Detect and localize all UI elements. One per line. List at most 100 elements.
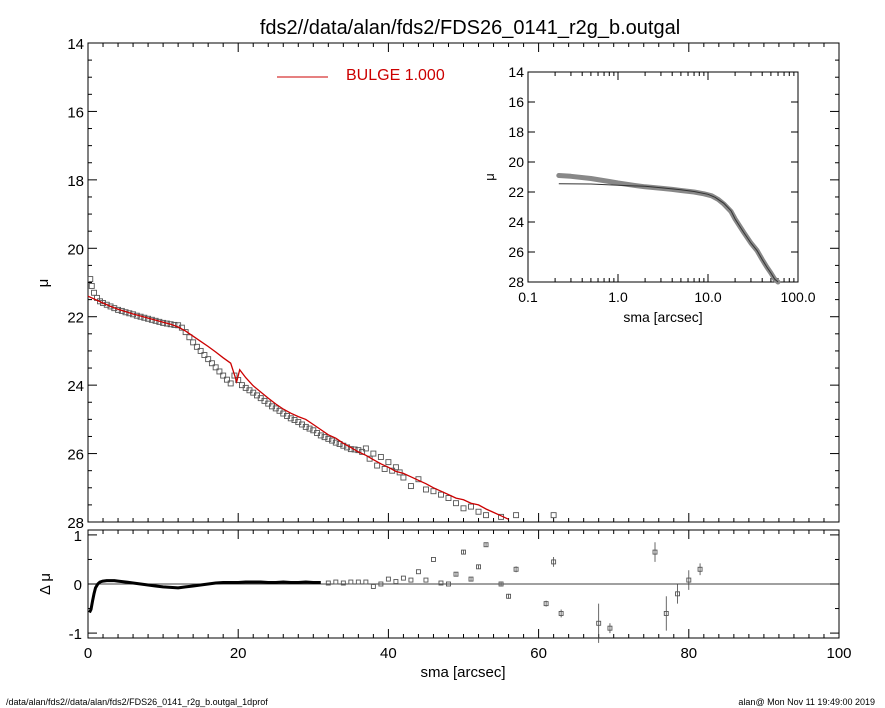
inset-x-axis: 0.1 1.0 10.0 100.0	[518, 72, 816, 305]
main-data-point	[227, 380, 234, 387]
residual-x-axis-label: sma [arcsec]	[420, 664, 505, 681]
main-data-point	[400, 474, 407, 481]
inset-x-axis-label: sma [arcsec]	[623, 309, 702, 325]
main-data-point	[423, 486, 429, 493]
residual-data-point	[453, 571, 459, 577]
residual-data-point	[393, 579, 399, 584]
residual-data-points	[325, 542, 703, 643]
main-y-axis: 14 16 18 20 22 24 26 28	[67, 36, 839, 532]
residual-data-point	[551, 559, 557, 565]
main-data-point	[107, 303, 114, 310]
main-data-point	[223, 376, 230, 383]
residual-data-point	[652, 549, 658, 555]
main-y-tick-label: 20	[67, 241, 84, 258]
inset-y-tick-label: 14	[508, 64, 524, 80]
inset-x-tick-label: 100.0	[780, 289, 815, 305]
residual-data-point	[408, 577, 414, 583]
main-x-axis	[87, 43, 840, 522]
main-data-point	[430, 488, 437, 495]
residual-data-point	[483, 542, 489, 548]
residual-data-point	[385, 576, 391, 582]
residual-x-tick-label: 60	[530, 645, 547, 662]
main-y-tick-label: 26	[67, 447, 84, 464]
residual-data-point	[348, 579, 354, 585]
residual-data-point	[558, 611, 564, 616]
main-data-point	[190, 339, 197, 346]
main-data-point	[407, 483, 414, 490]
main-data-point	[167, 321, 174, 328]
residual-y-tick-label: -1	[69, 626, 82, 643]
residual-y-tick-label: 0	[74, 577, 82, 594]
residual-data-point	[438, 580, 444, 586]
main-data-point	[325, 435, 332, 442]
inset-x-tick-label: 0.1	[518, 289, 538, 305]
main-data-point	[381, 466, 388, 472]
main-data-point	[513, 512, 520, 519]
inset-y-tick-label: 16	[508, 94, 524, 110]
main-data-point	[100, 300, 106, 306]
main-data-point	[287, 415, 294, 422]
legend-label: BULGE 1.000	[346, 67, 445, 84]
residual-x-tick-label: 80	[680, 645, 697, 662]
inset-model-line	[558, 183, 779, 283]
main-data-point	[351, 446, 358, 453]
main-data-point	[205, 356, 212, 363]
residual-data-point	[378, 581, 384, 587]
residual-y-axis: 1 0 -1	[69, 528, 839, 643]
inset-y-axis-label: μ	[482, 173, 497, 181]
main-y-tick-label: 14	[67, 36, 84, 53]
main-data-point	[317, 432, 324, 439]
main-data-point	[362, 445, 369, 452]
residual-data-point	[363, 579, 369, 585]
inset-y-tick-label: 22	[508, 184, 524, 200]
residual-data-point	[340, 580, 346, 586]
residual-data-point	[468, 576, 474, 582]
residual-data-point	[498, 581, 504, 587]
residual-data-point	[543, 601, 549, 607]
residual-data-point	[355, 579, 361, 585]
main-data-point	[193, 343, 200, 350]
residual-data-point	[607, 625, 613, 631]
inset-panel: 14 16 18 20 22 24 26 28 0.1 1.0 10.0 100.0 μ sma […	[482, 64, 816, 325]
residual-data-point	[325, 580, 331, 586]
main-data-point	[475, 508, 482, 515]
residual-x-tick-label: 20	[230, 645, 247, 662]
main-data-point	[377, 454, 384, 460]
residual-data-point	[675, 591, 680, 597]
residual-inner-curve	[88, 579, 321, 614]
main-data-point	[483, 512, 489, 519]
residual-panel: 10-1 0 20 40 60 80 100 Δ μ sma [arcsec]	[37, 528, 852, 681]
main-data-point	[302, 423, 309, 430]
residual-data-point	[446, 581, 451, 587]
residual-data-point	[333, 579, 339, 585]
main-data-point	[392, 464, 399, 471]
main-data-point	[103, 301, 110, 308]
residual-data-point	[596, 620, 602, 626]
main-data-point	[370, 450, 377, 457]
chart-title: fds2//data/alan/fds2/FDS26_0141_r2g_b.ou…	[260, 17, 680, 39]
main-data-point	[460, 505, 467, 512]
main-data-point	[88, 282, 95, 289]
residual-data-point	[423, 577, 429, 583]
residual-y-tick-label: 1	[74, 528, 82, 545]
main-data-point	[87, 276, 94, 283]
main-y-tick-label: 18	[67, 173, 84, 190]
main-data-point	[91, 289, 97, 296]
residual-data-point	[513, 566, 519, 572]
footer-timestamp: alan@ Mon Nov 11 19:49:00 2019	[738, 697, 875, 707]
main-data-point	[453, 500, 459, 507]
residual-data-point	[431, 557, 436, 562]
residual-data-point	[686, 577, 692, 583]
main-data-point	[374, 462, 381, 469]
main-y-tick-label: 28	[67, 515, 84, 532]
residual-x-tick-label: 100	[826, 645, 851, 662]
main-data-point	[550, 512, 557, 519]
main-y-axis-label: μ	[35, 279, 52, 288]
main-panel: 14 16 18 20 22 24 26 28 μ BULGE 1.000	[35, 36, 840, 532]
main-data-point	[186, 334, 193, 341]
residual-data-point	[506, 593, 512, 599]
main-data-point	[220, 372, 227, 379]
main-y-tick-label: 22	[67, 310, 84, 327]
residual-data-point	[476, 564, 481, 570]
